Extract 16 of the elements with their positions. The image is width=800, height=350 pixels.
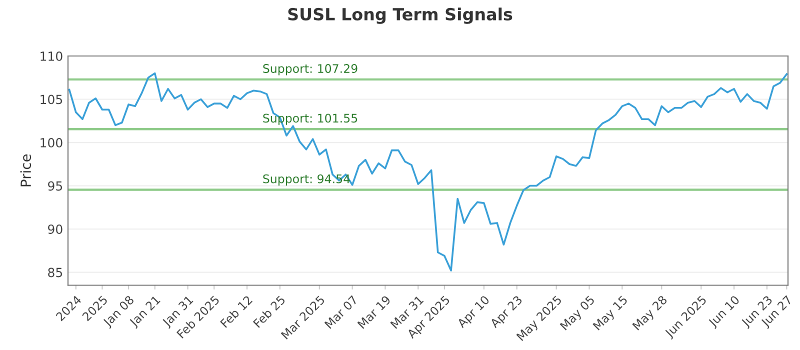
x-tick-label: Mar 19 [357,295,392,329]
x-tick-label: Apr 23 [489,295,524,330]
x-tick-label: Feb 25 [252,295,286,328]
y-tick-label: 110 [40,51,62,61]
y-tick-label: 85 [48,268,62,278]
x-tick-label: Feb 12 [220,295,253,328]
y-axis-title: Price [20,154,32,186]
chart-title: SUSL Long Term Signals [288,8,512,24]
y-tick-label: 105 [40,94,62,104]
ref-line-label: Support: 107.29 [263,64,358,76]
x-tick-label: Mar 07 [324,295,358,329]
y-tick-label: 100 [40,138,62,148]
y-tick-label: 95 [48,181,62,191]
x-tick-label: Apr 10 [456,294,492,330]
y-tick-label: 90 [48,224,62,234]
x-tick-label: Jun 10 [707,294,742,330]
